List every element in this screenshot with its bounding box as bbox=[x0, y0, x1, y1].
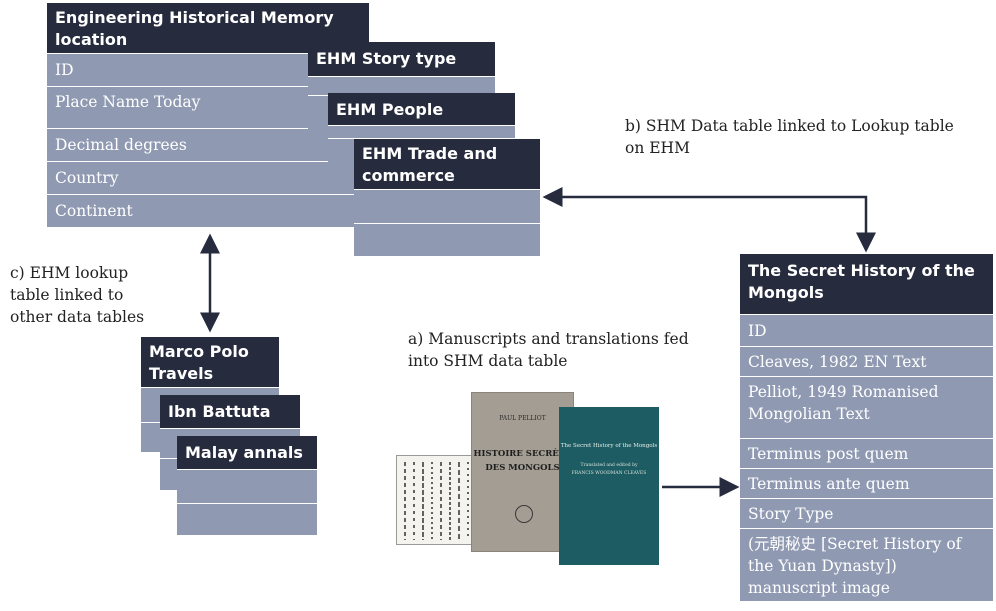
trade-row-2 bbox=[354, 223, 540, 256]
field-continent: Continent bbox=[47, 194, 369, 227]
cleaves-title: The Secret History of the Mongols bbox=[560, 443, 658, 449]
ehm-trade-table: EHM Trade and commerce bbox=[354, 139, 540, 256]
note-b: b) SHM Data table linked to Lookup table… bbox=[625, 117, 954, 157]
sh-field-manuscript-image: (元朝秘史 [Secret History of the Yuan Dynast… bbox=[740, 528, 993, 601]
pelliot-book-cover: PAUL PELLIOT HISTOIRE SECRÈTE DES MONGOL… bbox=[471, 392, 574, 552]
note-c: c) EHM lookup table linked to other data… bbox=[10, 264, 145, 326]
pelliot-title-1: HISTOIRE SECRÈTE bbox=[473, 449, 572, 459]
field-decimal-degrees: Decimal degrees bbox=[47, 128, 369, 161]
sh-field-post-quem: Terminus post quem bbox=[740, 438, 993, 468]
field-country: Country bbox=[47, 161, 369, 194]
story-type-row-1 bbox=[308, 76, 495, 95]
manuscript-characters-graphic bbox=[404, 462, 469, 540]
manuscript-page-image bbox=[396, 455, 481, 545]
trade-row-1 bbox=[354, 189, 540, 223]
secret-history-title: The Secret History of the Mongols bbox=[740, 254, 993, 314]
arrow-b-link bbox=[542, 187, 876, 253]
sh-field-cleaves: Cleaves, 1982 EN Text bbox=[740, 346, 993, 376]
note-a: a) Manuscripts and translations fed into… bbox=[408, 330, 689, 370]
sh-field-pelliot: Pelliot, 1949 Romanised Mongolian Text bbox=[740, 376, 993, 438]
ehm-story-type-title: EHM Story type bbox=[308, 42, 495, 76]
pelliot-emblem bbox=[515, 505, 533, 523]
ehm-location-table: Engineering Historical Memory location I… bbox=[47, 3, 369, 227]
people-row-1 bbox=[328, 125, 515, 138]
pelliot-author: PAUL PELLIOT bbox=[499, 415, 546, 422]
ehm-trade-title: EHM Trade and commerce bbox=[354, 139, 540, 189]
ehm-people-title: EHM People bbox=[328, 93, 515, 125]
cleaves-book-cover: The Secret History of the Mongols Transl… bbox=[559, 407, 659, 565]
sh-field-ante-quem: Terminus ante quem bbox=[740, 468, 993, 498]
malay-annals-row-2 bbox=[177, 503, 317, 535]
pelliot-title-2: DES MONGOLS bbox=[485, 463, 560, 473]
cleaves-author: FRANCIS WOODMAN CLEAVES bbox=[571, 471, 647, 476]
sh-field-story-type: Story Type bbox=[740, 498, 993, 528]
malay-annals-row-1 bbox=[177, 469, 317, 503]
malay-annals-table: Malay annals bbox=[177, 436, 317, 535]
malay-annals-title: Malay annals bbox=[177, 436, 317, 469]
sh-field-id: ID bbox=[740, 314, 993, 346]
secret-history-table: The Secret History of the Mongols ID Cle… bbox=[740, 254, 993, 601]
cleaves-subtitle: Translated and edited by bbox=[580, 463, 638, 468]
ibn-battuta-title: Ibn Battuta bbox=[160, 395, 300, 428]
marco-polo-title: Marco Polo Travels bbox=[141, 337, 279, 387]
